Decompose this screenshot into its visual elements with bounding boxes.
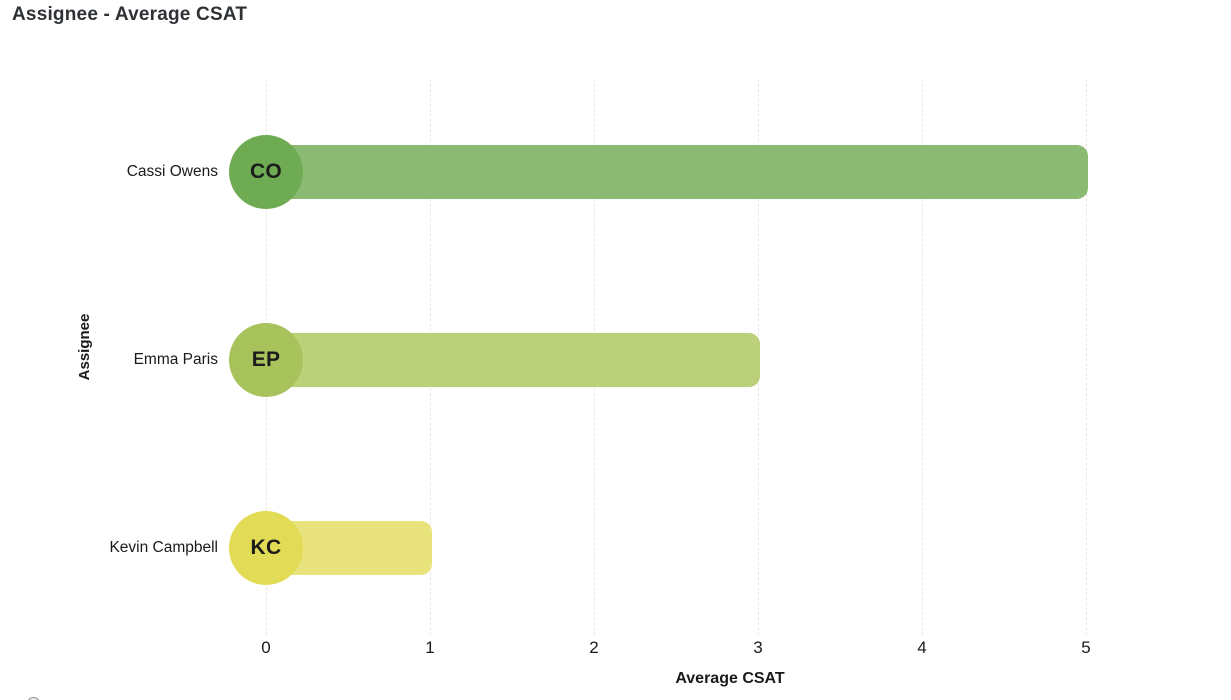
avatar-initials: KC — [250, 536, 282, 559]
avatar-initials: EP — [251, 348, 281, 371]
bar[interactable] — [266, 333, 760, 387]
avatar[interactable]: KC — [229, 511, 303, 585]
x-tick-label: 4 — [917, 638, 927, 657]
category-label: Kevin Campbell — [109, 539, 218, 556]
y-axis-title: Assignee — [76, 313, 93, 381]
avatar-initials: CO — [249, 160, 283, 183]
x-tick-label: 2 — [589, 638, 599, 657]
chart-title: Assignee - Average CSAT — [12, 4, 248, 25]
x-tick-label: 0 — [261, 638, 271, 657]
x-tick-label: 1 — [425, 638, 435, 657]
x-tick-label: 5 — [1081, 638, 1091, 657]
gridline — [922, 79, 923, 635]
category-label: Cassi Owens — [126, 163, 218, 180]
gridline — [1086, 79, 1087, 635]
avatar[interactable]: EP — [229, 323, 303, 397]
x-axis-title: Average CSAT — [675, 670, 785, 687]
x-tick-label: 3 — [753, 638, 763, 657]
bar[interactable] — [266, 145, 1088, 199]
avatar[interactable]: CO — [229, 135, 303, 209]
category-label: Emma Paris — [133, 351, 218, 368]
